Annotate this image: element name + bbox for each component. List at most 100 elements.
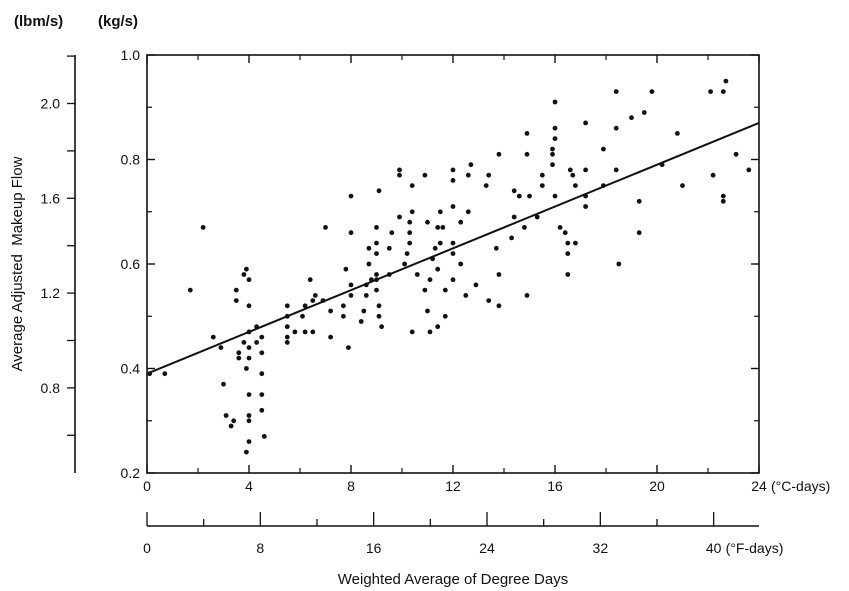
data-point: [496, 151, 502, 157]
data-point: [710, 172, 716, 178]
data-point: [407, 230, 413, 236]
data-point: [733, 151, 739, 157]
y-axis-title: Average Adjusted Makeup Flow: [9, 156, 26, 371]
data-point: [573, 240, 578, 246]
data-point: [746, 167, 752, 173]
data-point: [259, 407, 265, 413]
data-point: [473, 282, 479, 288]
data-point: [233, 298, 239, 303]
data-point: [292, 329, 298, 335]
data-point: [231, 418, 237, 424]
data-point: [376, 303, 382, 309]
data-point: [496, 303, 502, 309]
data-point: [244, 266, 249, 272]
data-point: [440, 225, 446, 230]
data-point: [437, 209, 443, 215]
y-tick-label: 0.6: [121, 256, 141, 272]
data-point: [450, 178, 456, 183]
data-point: [435, 266, 441, 272]
data-point: [246, 355, 252, 361]
data-point: [720, 198, 726, 204]
x-unit-primary: (°C-days): [771, 478, 830, 494]
data-point: [468, 162, 474, 168]
data-point: [259, 392, 265, 397]
data-point: [636, 230, 642, 236]
data-point: [552, 136, 558, 142]
data-point: [442, 313, 448, 319]
data-point: [374, 225, 379, 230]
data-point: [366, 245, 372, 251]
data-point: [427, 277, 433, 283]
data-point: [567, 167, 573, 173]
data-point: [376, 188, 382, 194]
data-point: [284, 334, 290, 340]
fit-line-layer: [146, 121, 760, 375]
data-point: [236, 350, 242, 356]
data-point: [483, 183, 489, 189]
data-point: [422, 287, 428, 293]
data-point: [386, 245, 392, 251]
data-point: [450, 251, 456, 256]
data-point: [374, 240, 379, 246]
x2-tick-label: 8: [256, 540, 264, 556]
data-point: [307, 277, 313, 283]
data-point: [302, 329, 308, 335]
data-point: [187, 287, 193, 293]
data-point: [348, 293, 354, 298]
data-point: [524, 131, 530, 136]
data-point: [458, 219, 464, 225]
data-point: [358, 319, 364, 324]
data-point: [450, 204, 456, 209]
x2-tick-label: 40: [706, 540, 722, 556]
x2-tick-label: 16: [366, 540, 382, 556]
y2-tick-label: 2.0: [41, 95, 61, 111]
data-point: [328, 308, 333, 314]
data-point: [246, 439, 252, 444]
data-point: [450, 167, 456, 173]
data-point: [583, 167, 588, 173]
data-point: [302, 303, 308, 309]
x-axis-title: Weighted Average of Degree Days: [338, 571, 568, 588]
data-point: [437, 240, 443, 246]
data-point: [374, 272, 379, 277]
data-point: [465, 209, 471, 215]
data-point: [409, 329, 415, 335]
data-point: [539, 172, 545, 178]
data-point: [312, 293, 318, 298]
data-point: [246, 345, 252, 350]
data-point: [346, 345, 351, 350]
data-point: [414, 272, 420, 277]
data-point: [221, 381, 226, 387]
data-point: [613, 167, 619, 173]
y2-tick-label: 0.8: [41, 380, 61, 396]
x2-tick-label: 0: [143, 540, 151, 556]
data-point: [562, 230, 568, 236]
data-point: [233, 287, 239, 293]
data-point: [613, 89, 619, 94]
data-points: [147, 78, 752, 455]
data-point: [527, 193, 532, 199]
data-point: [341, 313, 346, 319]
x-tick-label: 20: [649, 478, 665, 494]
data-point: [565, 251, 571, 256]
data-point: [552, 125, 558, 131]
data-point: [341, 303, 346, 309]
data-point: [244, 366, 249, 371]
data-point: [524, 293, 530, 298]
data-point: [402, 261, 407, 267]
data-point: [570, 172, 576, 178]
x-tick-label: 4: [245, 478, 253, 494]
data-point: [162, 371, 168, 377]
data-point: [397, 172, 402, 178]
x-tick-label: 16: [547, 478, 563, 494]
data-point: [550, 162, 555, 168]
y2-tick-label: 1.2: [41, 285, 61, 301]
data-point: [284, 340, 290, 345]
data-point: [409, 183, 415, 189]
data-point: [550, 146, 555, 152]
data-point: [407, 240, 413, 246]
data-point: [565, 240, 571, 246]
data-point: [432, 245, 438, 251]
data-point: [583, 204, 588, 209]
data-point: [284, 324, 290, 330]
